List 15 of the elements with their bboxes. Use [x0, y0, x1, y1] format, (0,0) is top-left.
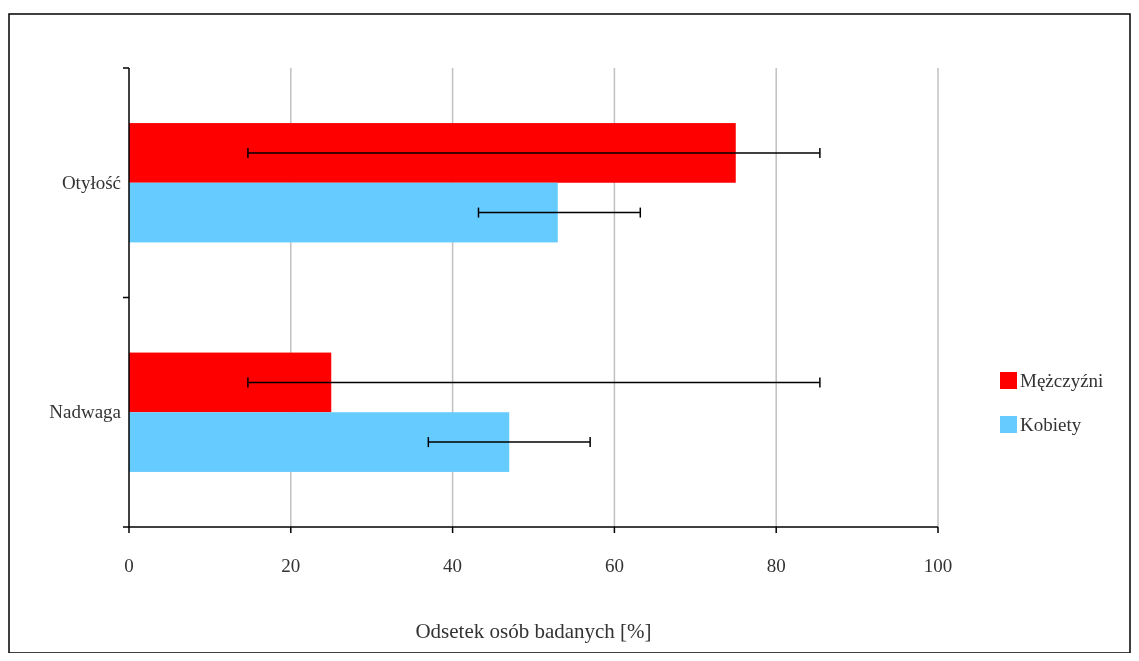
- bar: [129, 412, 510, 472]
- legend-label: Kobiety: [1020, 414, 1082, 435]
- x-tick-label: 20: [281, 555, 301, 576]
- x-axis-title: Odsetek osób badanych [%]: [415, 619, 652, 643]
- x-tick-label: 40: [443, 555, 463, 576]
- bar: [129, 352, 332, 413]
- x-tick-label: 60: [604, 555, 624, 576]
- y-tick-label: Otyłość: [61, 171, 121, 193]
- legend-label: Mężczyźni: [1020, 370, 1104, 391]
- bar: [129, 182, 558, 243]
- bar: [129, 123, 736, 183]
- x-tick-label: 100: [923, 555, 953, 576]
- x-tick-label: 0: [124, 555, 134, 576]
- x-tick-label: 80: [766, 555, 786, 576]
- y-tick-label: Nadwaga: [49, 401, 122, 423]
